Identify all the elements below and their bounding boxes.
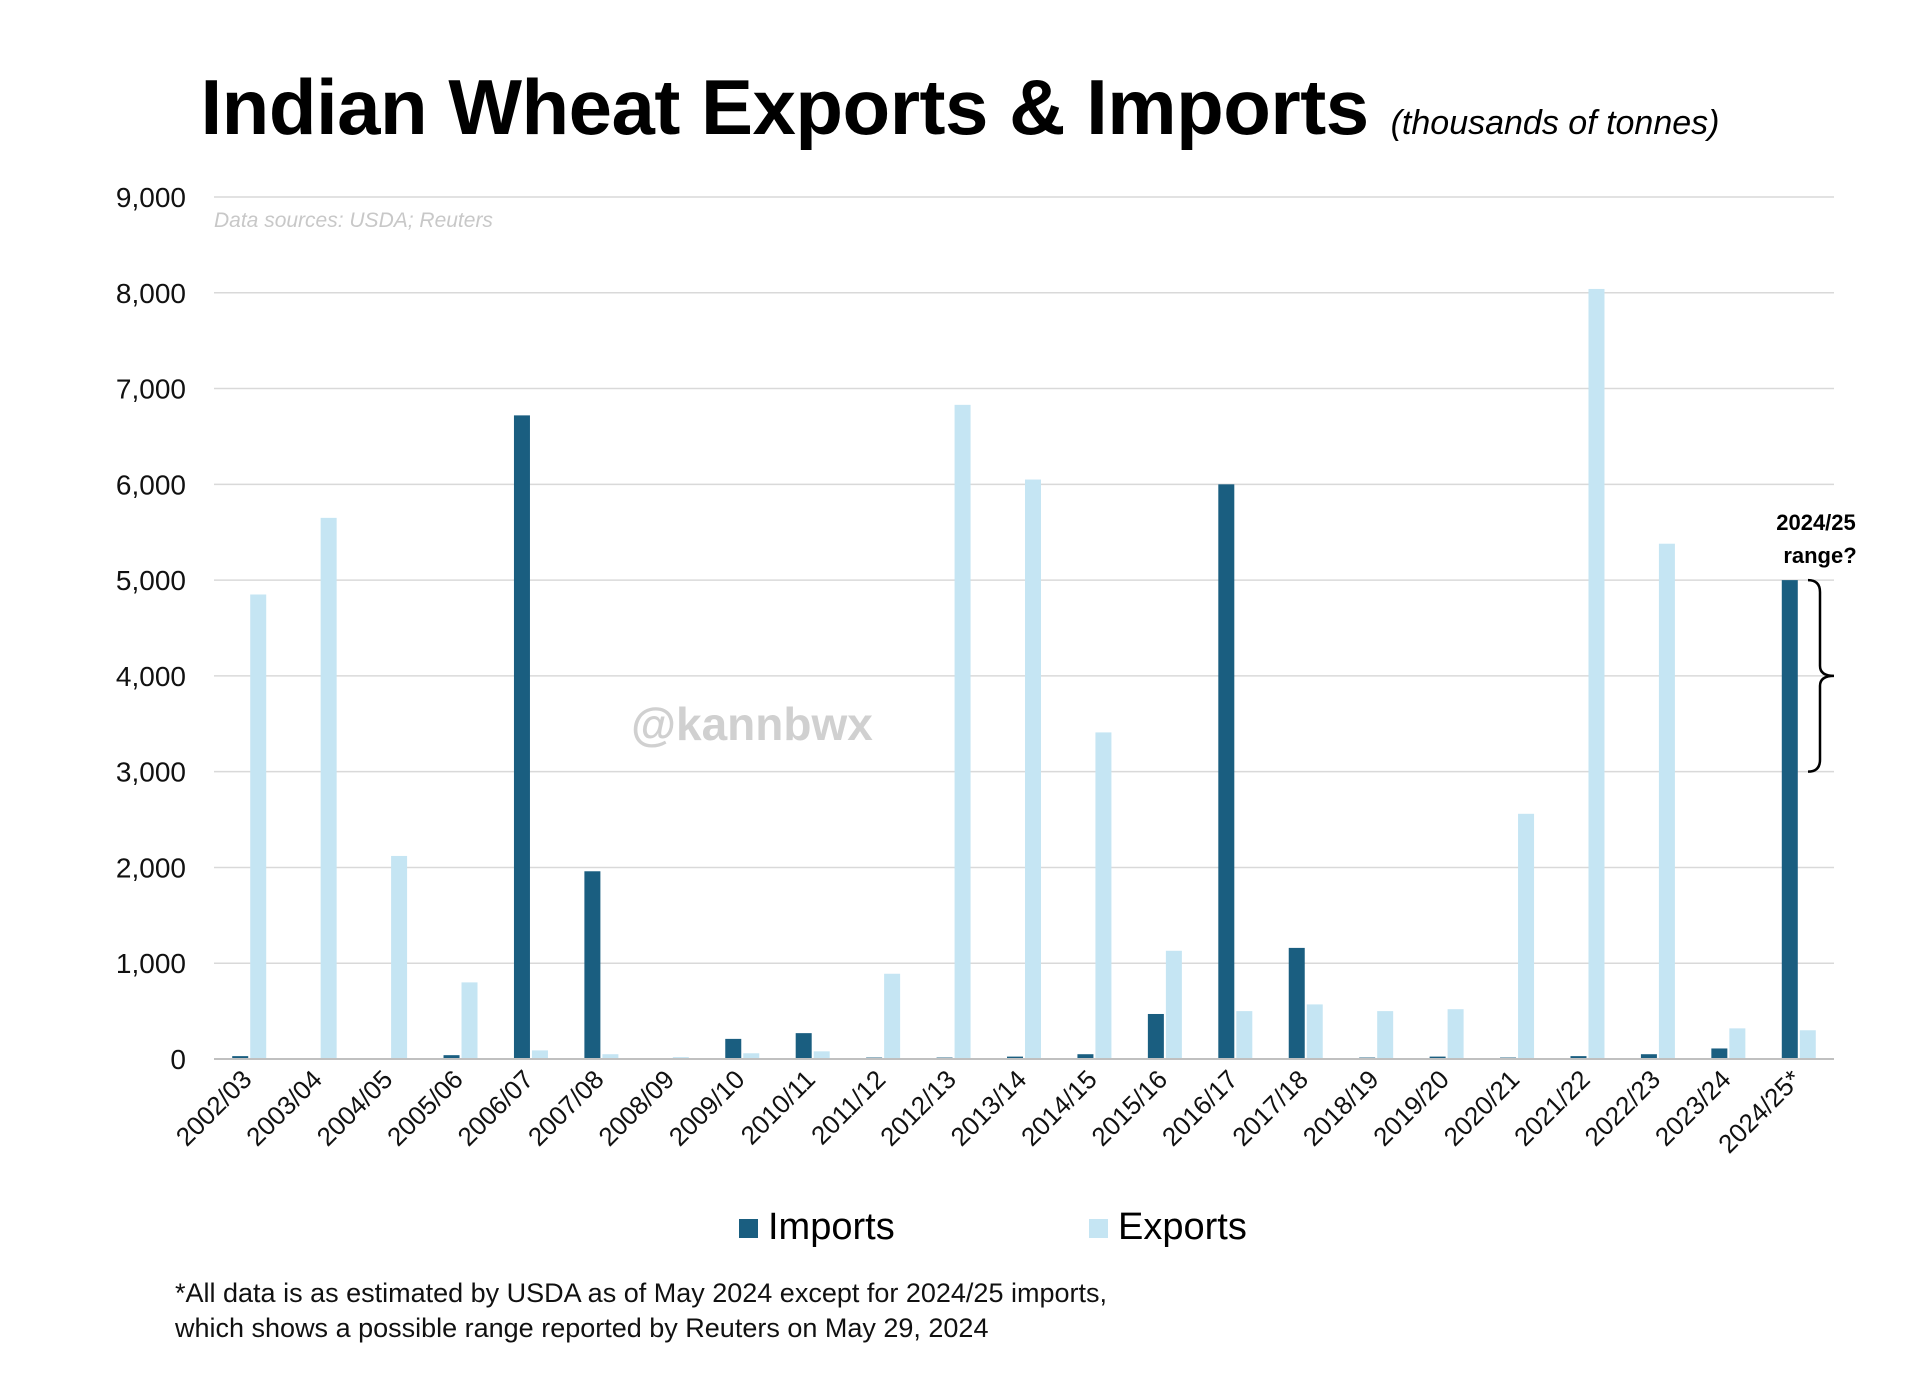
x-tick-label: 2005/06 [381, 1064, 469, 1152]
x-axis-tick-labels: 2002/032003/042004/052005/062006/072007/… [170, 1064, 1807, 1159]
bar-imports-201718 [1288, 947, 1305, 1059]
bar-exports-202122 [1588, 288, 1605, 1059]
x-tick-label: 2002/03 [170, 1064, 258, 1152]
legend-swatch-exports [1089, 1219, 1108, 1238]
legend-label-exports: Exports [1118, 1206, 1247, 1248]
legend: Imports Exports [739, 1206, 1247, 1248]
bar-exports-200405 [391, 855, 408, 1059]
bar-exports-200708 [602, 1054, 619, 1059]
x-tick-label: 2009/10 [663, 1064, 751, 1152]
chart-title: Indian Wheat Exports & Imports [200, 63, 1370, 151]
bar-imports-201617 [1218, 484, 1235, 1059]
bar-exports-201213 [954, 404, 971, 1059]
bar-exports-202021 [1518, 813, 1535, 1059]
bar-imports-201011 [795, 1033, 812, 1059]
x-tick-label: 2019/20 [1367, 1064, 1455, 1152]
y-axis-tick-labels: 0 1,000 2,000 3,000 4,000 5,000 6,000 7,000 8,00… [116, 182, 186, 1075]
bar-imports-200607 [513, 415, 530, 1060]
bar-imports-202324 [1711, 1048, 1728, 1059]
x-tick-label: 2011/12 [805, 1064, 891, 1150]
y-tick-label: 4,000 [116, 661, 186, 692]
bar-exports-201516 [1165, 950, 1182, 1059]
legend-label-imports: Imports [768, 1206, 895, 1248]
x-tick-label: 2020/21 [1438, 1064, 1526, 1152]
bar-imports-201920 [1429, 1056, 1446, 1059]
y-tick-label: 2,000 [116, 852, 186, 883]
y-tick-label: 6,000 [116, 469, 186, 500]
bar-imports-201516 [1147, 1013, 1164, 1059]
y-tick-label: 7,000 [116, 374, 186, 405]
bar-imports-202223 [1640, 1054, 1657, 1059]
bar-exports-201617 [1236, 1011, 1253, 1059]
x-tick-label: 2008/09 [592, 1064, 680, 1152]
bar-exports-201314 [1025, 479, 1041, 1059]
bar-imports-200506 [443, 1055, 460, 1059]
x-tick-label: 2016/17 [1156, 1064, 1244, 1152]
chart-subtitle: (thousands of tonnes) [1390, 104, 1720, 142]
y-tick-label: 0 [170, 1044, 186, 1075]
x-tick-label: 2006/07 [452, 1064, 540, 1152]
range-bracket [1807, 578, 1835, 773]
watermark: @kannbwx [631, 698, 873, 750]
y-tick-label: 3,000 [116, 757, 186, 788]
gridlines [214, 196, 1834, 964]
source-note: Data sources: USDA; Reuters [214, 209, 493, 232]
footnote: *All data is as estimated by USDA as of … [175, 1276, 1107, 1346]
y-tick-label: 1,000 [116, 948, 186, 979]
x-tick-label: 2003/04 [240, 1064, 328, 1152]
y-tick-label: 5,000 [116, 565, 186, 596]
bar-exports-201112 [884, 973, 901, 1059]
bar-imports-202425 [1781, 580, 1798, 1059]
x-tick-label: 2010/11 [735, 1064, 821, 1150]
bar-exports-202324 [1729, 1028, 1746, 1059]
bar-exports-202425 [1799, 1030, 1816, 1059]
bar-exports-201920 [1447, 1009, 1464, 1059]
bar-exports-201415 [1095, 732, 1112, 1059]
y-tick-label: 9,000 [116, 182, 186, 213]
annotation-line-1: 2024/25 [1776, 510, 1856, 535]
y-tick-label: 8,000 [116, 278, 186, 309]
range-annotation: 2024/25 range? [1776, 510, 1857, 773]
bar-imports-201314 [1007, 1056, 1023, 1059]
bar-imports-200910 [725, 1038, 742, 1059]
x-tick-label: 2015/16 [1085, 1064, 1173, 1152]
bar-exports-200203 [250, 594, 267, 1059]
x-tick-label: 2007/08 [522, 1064, 610, 1152]
x-tick-label: 2018/19 [1297, 1064, 1385, 1152]
footnote-line-1: *All data is as estimated by USDA as of … [175, 1278, 1107, 1308]
x-tick-label: 2017/18 [1226, 1064, 1314, 1152]
bar-imports-202122 [1570, 1056, 1587, 1059]
bar-exports-200910 [743, 1053, 760, 1059]
bar-exports-201011 [813, 1051, 830, 1059]
x-tick-label: 2012/13 [874, 1064, 962, 1152]
bar-exports-200506 [461, 982, 478, 1059]
x-tick-label: 2014/15 [1015, 1064, 1103, 1152]
bar-exports-200304 [320, 517, 337, 1059]
x-tick-label: 2004/05 [311, 1064, 399, 1152]
x-tick-label: 2022/23 [1578, 1064, 1666, 1152]
chart-title-row: Indian Wheat Exports & Imports (thousands… [0, 62, 1920, 153]
bar-exports-201718 [1306, 1004, 1323, 1059]
bar-exports-200607 [531, 1050, 548, 1059]
footnote-line-2: which shows a possible range reported by… [175, 1313, 989, 1343]
bar-imports-200708 [584, 871, 601, 1059]
legend-swatch-imports [739, 1219, 758, 1238]
x-tick-label: 2021/22 [1508, 1064, 1596, 1152]
annotation-line-2: range? [1783, 543, 1856, 568]
bar-imports-200203 [232, 1056, 249, 1059]
bars [232, 288, 1816, 1060]
x-tick-label: 2013/14 [945, 1064, 1033, 1152]
bar-imports-201415 [1077, 1054, 1094, 1059]
bar-exports-202223 [1658, 543, 1675, 1059]
bar-exports-201819 [1377, 1011, 1394, 1059]
